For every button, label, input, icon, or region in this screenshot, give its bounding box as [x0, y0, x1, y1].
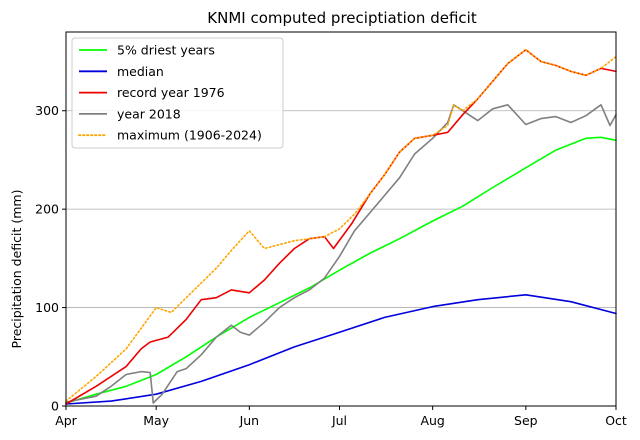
- series-line-5-driest-years: [65, 136, 617, 404]
- y-tick-label: 200: [35, 202, 59, 217]
- y-tick-label: 300: [35, 103, 59, 118]
- y-tick-label: 0: [51, 399, 59, 414]
- x-tick-label: May: [143, 413, 169, 428]
- y-tick-label: 100: [35, 300, 59, 315]
- legend-label-median: median: [117, 64, 164, 79]
- series-line-median: [65, 293, 617, 405]
- series-layer: [65, 48, 617, 405]
- legend-box: [71, 37, 284, 149]
- plot-frame: [65, 31, 617, 407]
- x-tick-label: Oct: [605, 413, 627, 428]
- axes: [65, 31, 617, 407]
- legend-label-5-driest-years: 5% driest years: [117, 43, 215, 58]
- x-tick-label: Jul: [331, 413, 347, 428]
- x-tick-label: Jun: [239, 413, 260, 428]
- y-axis-label: Precipitation deficit (mm): [9, 190, 24, 349]
- x-tick-label: Aug: [420, 413, 444, 428]
- x-tick-label: Sep: [514, 413, 538, 428]
- legend: 5% driest years median record year 1976 yea…: [71, 37, 284, 149]
- y-axis-ticks: 0 100 200 300: [35, 103, 66, 414]
- chart-title: KNMI computed preciptiation deficit: [207, 9, 477, 27]
- series-line-record-year-1976: [65, 48, 617, 405]
- legend-label-maximum-1906-2024: maximum (1906-2024): [117, 128, 262, 143]
- legend-label-year-2018: year 2018: [117, 106, 181, 121]
- series-line-year-2018: [65, 104, 617, 404]
- series-line-maximum-1906-2024: [65, 48, 617, 402]
- legend-label-record-year-1976: record year 1976: [117, 85, 225, 100]
- x-axis-ticks: Apr May Jun Jul Aug Sep Oct: [55, 406, 627, 428]
- x-tick-label: Apr: [55, 413, 77, 428]
